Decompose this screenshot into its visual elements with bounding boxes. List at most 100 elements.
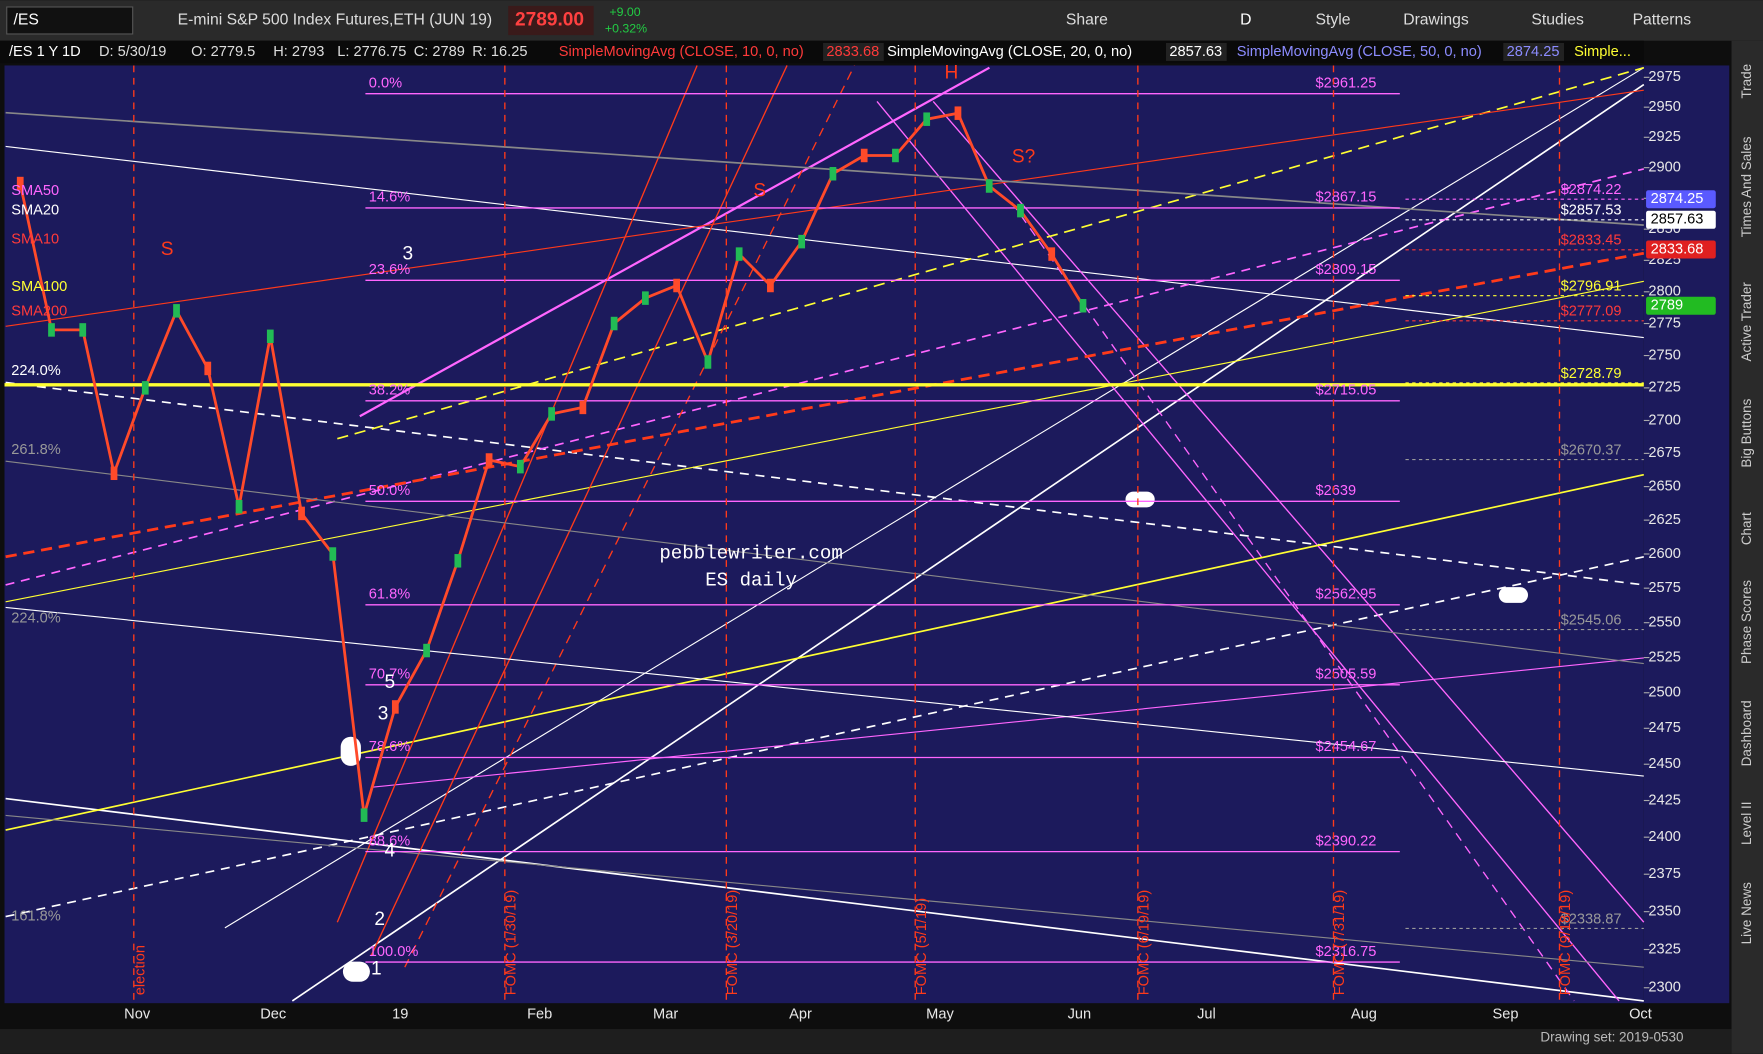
y-tick-label: 2900 <box>1648 160 1681 176</box>
legend-field: H: 2793 <box>273 44 324 60</box>
symbol-box[interactable] <box>6 6 134 35</box>
price-candle <box>329 547 337 561</box>
trend-line <box>370 65 788 957</box>
logo-ring <box>1498 587 1529 603</box>
price-candle <box>954 106 962 120</box>
fib-percent: 61.8% <box>369 587 410 603</box>
y-tick-label: 2400 <box>1648 829 1681 845</box>
x-tick-label: May <box>926 1006 954 1022</box>
wave-annotation: 3 <box>378 703 389 724</box>
sma-tag: SMA50 <box>11 183 59 199</box>
fib-percent: 14.6% <box>369 190 410 206</box>
price-candle <box>110 466 118 481</box>
trend-line <box>5 797 1644 1002</box>
side-tab[interactable]: Times And Sales <box>1739 136 1754 237</box>
toolbar-button[interactable]: Drawings <box>1403 12 1469 29</box>
side-tab[interactable]: Chart <box>1739 512 1754 545</box>
trend-line <box>5 473 1644 831</box>
price-candle <box>423 643 430 658</box>
fib-percent: 23.6% <box>369 262 410 278</box>
toolbar-button[interactable]: Patterns <box>1633 12 1692 29</box>
side-tab[interactable]: Live News <box>1739 882 1754 944</box>
fib-percent: 0.0% <box>369 75 402 91</box>
price-badge <box>1646 240 1716 259</box>
level-label: $2338.87 <box>1561 911 1622 927</box>
x-tick-label: Feb <box>527 1006 552 1022</box>
price-candle <box>141 381 149 395</box>
extension-label: 224.0% <box>11 363 61 379</box>
price-candle <box>610 316 618 331</box>
study-value: 2874.25 <box>1507 44 1560 60</box>
x-tick-label: Aug <box>1351 1006 1377 1022</box>
y-tick-label: 2625 <box>1648 512 1681 528</box>
price-candle <box>48 323 55 337</box>
event-label: FOMC (6/19/19) <box>1136 890 1152 996</box>
y-tick-label: 2300 <box>1648 980 1681 996</box>
side-tab[interactable]: Trade <box>1739 64 1754 99</box>
side-tab[interactable]: Dashboard <box>1739 700 1754 766</box>
event-label: election <box>132 945 148 995</box>
side-tab[interactable]: Big Buttons <box>1739 398 1754 467</box>
x-tick-label: Dec <box>260 1006 286 1022</box>
legend-field: O: 2779.5 <box>191 44 255 60</box>
interval[interactable]: D <box>1240 12 1251 29</box>
price-candle <box>892 148 899 163</box>
price-badge <box>1646 210 1716 229</box>
toolbar-button[interactable]: Style <box>1316 12 1351 29</box>
price-candle <box>673 278 681 293</box>
y-tick-label: 2500 <box>1648 685 1681 701</box>
toolbar-button[interactable]: Studies <box>1531 12 1584 29</box>
legend-field: D: 5/30/19 <box>99 44 166 60</box>
toolbar <box>0 0 1763 41</box>
price-badge-label: 2789 <box>1651 298 1684 314</box>
side-tab[interactable]: Level II <box>1739 802 1754 845</box>
y-tick-label: 2575 <box>1648 580 1681 596</box>
legend-field: C: 2789 <box>414 44 465 60</box>
event-label: FOMC (7/31/19) <box>1332 890 1348 996</box>
watermark: pebblewriter.com <box>659 542 842 564</box>
level-label: $2545.06 <box>1561 612 1622 628</box>
fib-price: $2961.25 <box>1316 75 1377 91</box>
change: +9.00 <box>609 5 640 19</box>
side-panel <box>1731 40 1763 1054</box>
trend-line <box>876 100 1620 1002</box>
study-name: SimpleMovingAvg (CLOSE, 20, 0, no) <box>887 44 1132 60</box>
price-candle <box>79 323 87 337</box>
price-badge-label: 2857.63 <box>1651 212 1704 228</box>
wave-annotation: S? <box>1012 147 1035 168</box>
side-tab[interactable]: Phase Scores <box>1739 580 1754 664</box>
change-percent: +0.32% <box>605 22 647 36</box>
y-tick-label: 2675 <box>1648 445 1681 461</box>
trend-line <box>404 65 856 968</box>
study-value-box <box>823 42 884 61</box>
event-label: FOMC (9/18/19) <box>1558 890 1574 996</box>
price-candle <box>173 304 180 318</box>
toolbar-button[interactable]: Share <box>1066 12 1108 29</box>
study-value: 2857.63 <box>1169 44 1222 60</box>
x-tick-label: Jul <box>1197 1006 1216 1022</box>
fib-percent: 78.6% <box>369 739 410 755</box>
side-tab[interactable]: Active Trader <box>1739 282 1754 362</box>
wave-annotation: 4 <box>385 840 396 861</box>
trend-line <box>5 606 1644 777</box>
legend-bar <box>0 40 1644 64</box>
legend-field: R: 16.25 <box>472 44 527 60</box>
wave-annotation: H <box>944 62 958 83</box>
logo-ring <box>1125 491 1155 508</box>
logo-ring <box>342 961 370 982</box>
fib-price: $2454.67 <box>1316 739 1377 755</box>
sma-tag: SMA10 <box>11 232 59 248</box>
trend-line <box>5 111 1644 226</box>
fib-percent: 38.2% <box>369 383 410 399</box>
description: E-mini S&P 500 Index Futures,ETH (JUN 19… <box>178 12 493 29</box>
plot-area <box>4 65 1644 1004</box>
price-candle <box>548 407 555 421</box>
y-tick-label: 2775 <box>1648 315 1681 331</box>
price-candle <box>704 355 712 369</box>
trend-line <box>5 381 1644 586</box>
trend-line <box>359 66 990 418</box>
price-candle <box>579 400 587 415</box>
fib-price: $2715.05 <box>1316 383 1377 399</box>
y-tick-label: 2325 <box>1648 941 1681 957</box>
